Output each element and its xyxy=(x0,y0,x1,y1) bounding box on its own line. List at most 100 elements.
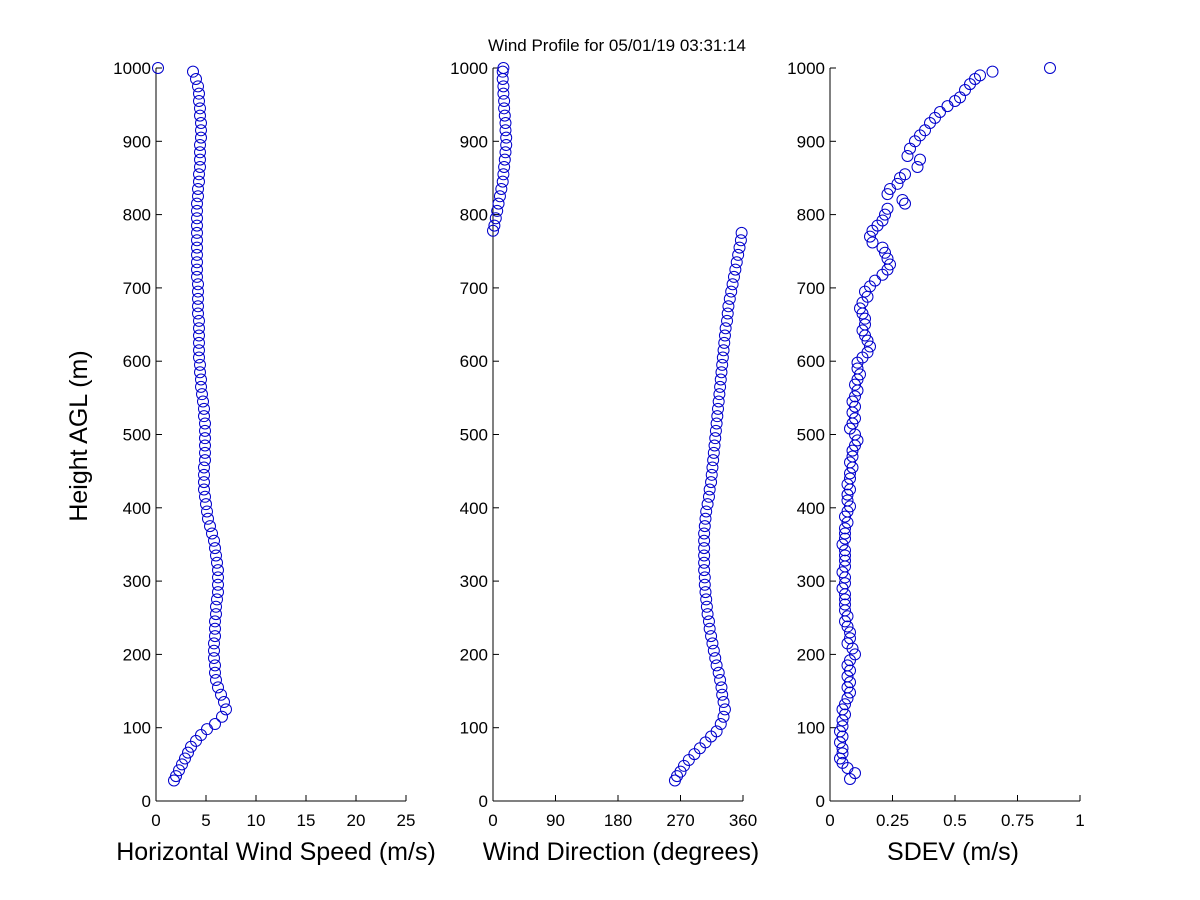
speed-data-point xyxy=(199,417,211,430)
sdev-data-point xyxy=(844,686,856,699)
direction-data-point xyxy=(499,124,512,137)
direction-data-point xyxy=(496,65,509,78)
direction-data-point xyxy=(498,160,511,173)
sdev-data-point xyxy=(894,171,906,184)
direction-y-tick-label: 500 xyxy=(460,426,488,445)
direction-data-point xyxy=(491,204,504,217)
sdev-data-point xyxy=(844,664,856,677)
speed-data-point xyxy=(199,454,211,467)
direction-data-point xyxy=(705,630,718,643)
speed-y-tick-label: 100 xyxy=(123,719,151,738)
direction-data-point xyxy=(721,307,734,320)
speed-data-point xyxy=(210,674,222,687)
speed-data-point xyxy=(212,571,224,584)
speed-data-point xyxy=(195,124,207,137)
speed-data-point xyxy=(195,373,207,386)
speed-data-point xyxy=(179,752,191,765)
direction-data-point xyxy=(487,224,499,237)
speed-data-point xyxy=(191,212,203,225)
speed-y-tick-label: 800 xyxy=(123,206,151,225)
direction-data-point xyxy=(735,226,748,239)
direction-data-point xyxy=(722,300,735,313)
speed-data-point xyxy=(198,476,210,489)
sdev-data-point xyxy=(849,378,861,391)
speed-data-point xyxy=(191,204,203,217)
sdev-y-tick-label: 700 xyxy=(797,279,825,298)
sdev-data-point xyxy=(879,246,891,259)
sdev-data-point xyxy=(891,177,904,190)
speed-data-point xyxy=(173,764,185,777)
speed-data-point xyxy=(193,175,205,188)
speed-data-point xyxy=(192,278,204,291)
sdev-data-point xyxy=(911,160,924,173)
speed-x-tick-label: 25 xyxy=(397,811,416,830)
speed-data-point xyxy=(216,710,228,723)
direction-data-point xyxy=(701,608,714,621)
sdev-data-point xyxy=(844,467,856,480)
sdev-y-tick-label: 500 xyxy=(797,426,825,445)
sdev-data-point xyxy=(866,236,879,249)
direction-data-point xyxy=(492,197,505,210)
speed-x-tick-label: 5 xyxy=(201,811,210,830)
speed-y-tick-label: 400 xyxy=(123,499,151,518)
direction-data-point xyxy=(711,410,724,423)
direction-data-point xyxy=(717,696,730,709)
direction-data-point xyxy=(707,446,720,459)
sdev-data-point xyxy=(839,554,851,567)
speed-data-point xyxy=(193,94,205,107)
direction-data-point xyxy=(698,549,711,562)
direction-data-point xyxy=(715,681,728,694)
sdev-data-point xyxy=(839,708,851,721)
direction-data-point xyxy=(703,483,716,496)
direction-data-point xyxy=(709,424,722,437)
direction-data-point xyxy=(727,270,740,283)
speed-data-point xyxy=(191,263,203,276)
speed-data-point xyxy=(191,256,203,269)
sdev-y-tick-label: 600 xyxy=(797,352,825,371)
speed-data-point xyxy=(201,505,213,518)
speed-data-point xyxy=(195,116,207,129)
sdev-data-point xyxy=(881,188,894,201)
direction-data-point xyxy=(709,652,722,665)
speed-data-point xyxy=(192,285,204,298)
speed-y-tick-label: 300 xyxy=(123,572,151,591)
speed-y-tick-label: 0 xyxy=(142,792,151,811)
speed-data-point xyxy=(211,593,223,606)
direction-data-point xyxy=(706,637,719,650)
speed-data-point xyxy=(194,138,206,151)
sdev-data-point xyxy=(861,334,874,347)
sdev-data-point xyxy=(876,268,889,281)
direction-data-point xyxy=(726,278,739,291)
direction-data-point xyxy=(493,190,506,203)
direction-y-tick-label: 200 xyxy=(460,645,488,664)
chart-title: Wind Profile for 05/01/19 03:31:14 xyxy=(488,36,746,55)
direction-data-point xyxy=(674,765,687,778)
speed-data-point xyxy=(208,652,220,665)
sdev-data-point xyxy=(901,149,914,162)
sdev-data-point xyxy=(859,312,871,325)
direction-data-point xyxy=(500,138,513,151)
sdev-data-point xyxy=(836,582,849,595)
sdev-x-tick-label: 0.75 xyxy=(1001,811,1034,830)
sdev-data-point xyxy=(841,692,854,705)
direction-data-point xyxy=(717,344,730,357)
speed-data-point xyxy=(206,527,218,540)
speed-data-point xyxy=(191,226,203,239)
speed-data-point xyxy=(192,182,204,195)
sdev-data-point xyxy=(881,202,894,215)
speed-data-point xyxy=(193,344,205,357)
speed-data-point xyxy=(193,314,205,327)
sdev-data-point xyxy=(941,100,954,113)
speed-data-point xyxy=(199,439,211,452)
sdev-y-tick-label: 400 xyxy=(797,499,825,518)
sdev-data-point xyxy=(846,444,859,457)
sdev-x-tick-label: 0.25 xyxy=(876,811,909,830)
speed-data-point xyxy=(176,758,188,771)
direction-data-point xyxy=(698,542,711,555)
speed-data-point xyxy=(192,300,204,313)
speed-data-point xyxy=(199,424,211,437)
speed-data-point xyxy=(197,395,209,408)
direction-data-point xyxy=(715,366,728,379)
speed-data-point xyxy=(192,307,204,320)
speed-data-point xyxy=(194,366,206,379)
